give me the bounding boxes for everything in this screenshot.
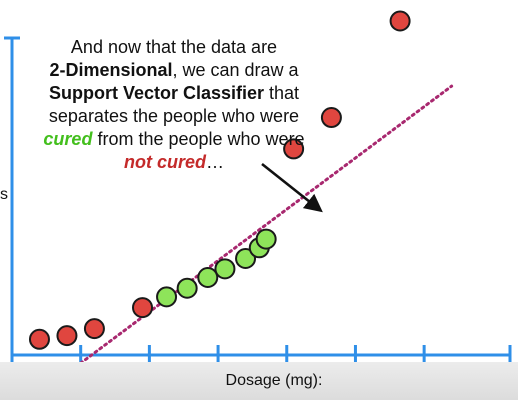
cured-point xyxy=(176,277,198,299)
annotation-line-3: Support Vector Classifier that xyxy=(20,82,328,105)
svc-line-layer xyxy=(31,84,454,400)
annotation-line-6: not cured… xyxy=(20,151,328,174)
annotation-svc: Support Vector Classifier xyxy=(48,83,265,103)
x-axis-label: Dosage (mg): xyxy=(225,372,323,389)
cured-point xyxy=(235,247,257,269)
annotation-not-cured-word: not cured xyxy=(123,152,206,172)
annotation-line-1: And now that the data are xyxy=(70,37,278,57)
not-cured-point xyxy=(283,138,305,160)
data-points xyxy=(28,10,411,350)
annotation-line-3-rest: that xyxy=(264,83,300,103)
cured-point xyxy=(197,267,219,289)
support-vector-classifier-line xyxy=(31,84,454,400)
not-cured-point xyxy=(389,10,411,32)
not-cured-point xyxy=(83,318,105,340)
annotation-dimensional: 2-Dimensional xyxy=(49,60,173,80)
annotation-arrow xyxy=(261,162,323,213)
annotation-line-2-rest: , we can draw a xyxy=(172,60,299,80)
cured-point xyxy=(214,258,236,280)
not-cured-point xyxy=(320,107,342,129)
not-cured-point xyxy=(132,297,154,319)
annotation-ellipsis: … xyxy=(206,152,224,172)
cured-point xyxy=(156,286,178,308)
annotation-text: And now that the data are 2-Dimensional,… xyxy=(20,36,328,174)
annotation-cured-word: cured xyxy=(43,129,93,149)
not-cured-point xyxy=(28,328,50,350)
footer-band xyxy=(0,362,518,400)
annotation-line-5-rest: from the people who were xyxy=(92,129,305,149)
annotation-line-5: cured from the people who were xyxy=(20,128,328,151)
y-axis-label-fragment: s xyxy=(0,186,8,203)
annotation-line-2: 2-Dimensional, we can draw a xyxy=(20,59,328,82)
axes xyxy=(4,36,512,365)
annotation-line-4: separates the people who were xyxy=(48,106,300,126)
cured-point xyxy=(255,228,277,250)
not-cured-point xyxy=(56,325,78,347)
